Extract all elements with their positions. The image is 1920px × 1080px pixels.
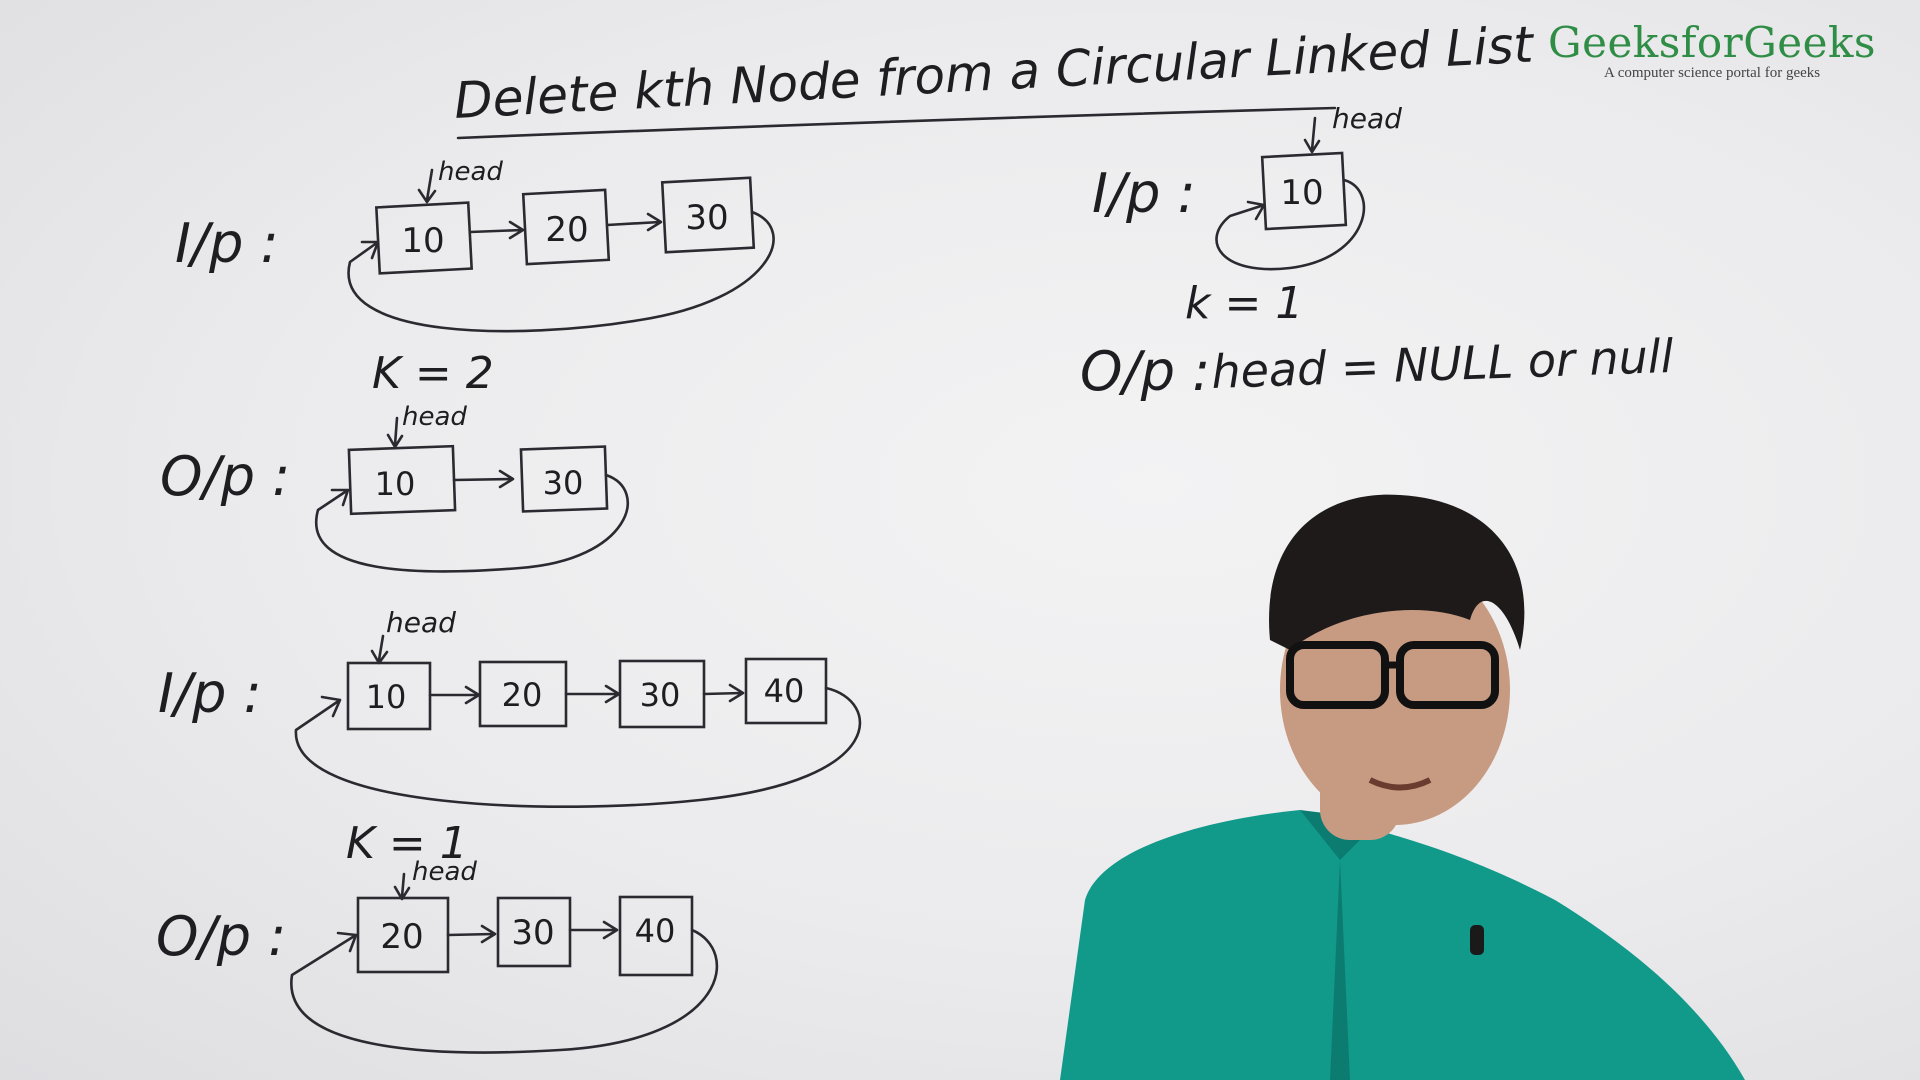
title-underline (456, 106, 1337, 140)
output-label-2: O/p : (156, 905, 286, 968)
node-value: 20 (545, 210, 588, 250)
node-value: 10 (375, 465, 416, 503)
node: 20 (478, 660, 568, 728)
node: 40 (744, 657, 828, 725)
input-label-1: I/p : (175, 212, 279, 275)
node-value: 30 (640, 676, 681, 714)
circular-link (290, 928, 719, 1054)
head-label-5: head (1332, 102, 1402, 135)
input-label-2: I/p : (158, 662, 262, 725)
next-arrow (428, 685, 481, 705)
node: 10 (347, 444, 457, 516)
next-arrow (568, 920, 619, 940)
brand-tagline: A computer science portal for geeks (1603, 65, 1821, 81)
head-label-4: head (412, 857, 477, 887)
output-label-3: O/p : (1080, 340, 1210, 403)
node: 10 (1260, 151, 1348, 231)
node: 30 (496, 896, 572, 968)
output-result-3: head = NULL or null (1210, 329, 1674, 399)
node-value: 20 (380, 917, 423, 957)
node-value: 20 (502, 676, 543, 714)
node: 20 (521, 188, 611, 266)
k-value-1: K = 2 (372, 348, 494, 399)
node: 20 (356, 896, 450, 974)
brand-name: GeeksforGeeks (1548, 18, 1876, 67)
node-value: 40 (635, 912, 676, 950)
circular-link (294, 686, 862, 808)
next-arrow (702, 683, 745, 703)
presenter (1060, 494, 1745, 1080)
output-label-1: O/p : (160, 445, 290, 508)
circular-link (347, 210, 775, 333)
node-value: 10 (1280, 173, 1323, 213)
head-label-3: head (386, 606, 456, 639)
head-arrow-2 (386, 416, 404, 449)
head-arrow-1 (417, 168, 437, 204)
node-value: 10 (366, 678, 407, 716)
node: 30 (519, 445, 609, 513)
input-label-3: I/p : (1092, 162, 1196, 225)
head-arrow-4 (393, 872, 411, 901)
node: 10 (374, 201, 474, 275)
next-arrow (564, 684, 621, 704)
node: 30 (660, 176, 756, 254)
node-value: 10 (401, 221, 444, 261)
node-value: 30 (511, 913, 554, 953)
next-arrow (446, 924, 497, 944)
node-value: 40 (764, 672, 805, 710)
head-arrow-5 (1303, 116, 1321, 154)
next-arrow (468, 220, 525, 240)
node: 40 (618, 895, 694, 977)
head-label-1: head (438, 157, 503, 187)
circular-link (314, 473, 630, 573)
head-label-2: head (402, 402, 467, 432)
next-arrow (452, 469, 515, 489)
next-arrow (605, 212, 663, 232)
brand-logo: GeeksforGeeks A computer science portal … (1548, 18, 1876, 82)
node: 30 (618, 659, 706, 729)
circular-link (1215, 178, 1366, 271)
node: 10 (346, 661, 432, 731)
k-value-2: K = 1 (346, 818, 468, 869)
k-value-3: k = 1 (1185, 278, 1303, 329)
head-arrow-3 (370, 634, 389, 665)
node-value: 30 (685, 198, 728, 238)
node-value: 30 (543, 464, 584, 502)
